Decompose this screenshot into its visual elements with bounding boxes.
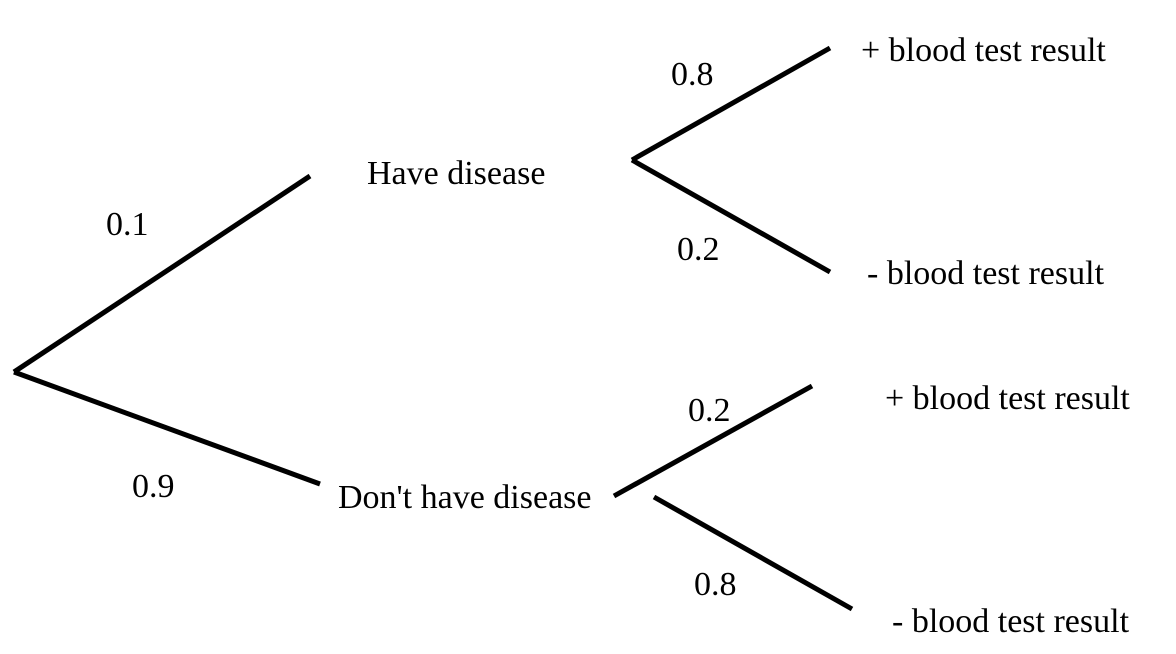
have-disease-positive-probability: 0.8 xyxy=(671,56,714,93)
dont-have-disease-positive-probability: 0.2 xyxy=(688,392,731,429)
have-disease-label: Have disease xyxy=(367,155,545,192)
dont-have-disease-negative-probability: 0.8 xyxy=(694,566,737,603)
have-disease-positive-label: + blood test result xyxy=(861,32,1106,69)
dont-have-disease-positive-label: + blood test result xyxy=(885,380,1130,417)
dont-have-disease-negative-label: - blood test result xyxy=(892,603,1130,640)
branch-dont-have-disease-to-negative xyxy=(652,494,854,612)
dont-have-disease-probability: 0.9 xyxy=(132,468,175,505)
branch-have-disease-to-positive xyxy=(630,45,832,163)
have-disease-negative-probability: 0.2 xyxy=(677,231,720,268)
branch-dont-have-disease-to-positive xyxy=(612,383,814,499)
have-disease-negative-label: - blood test result xyxy=(867,255,1105,292)
have-disease-probability: 0.1 xyxy=(106,206,149,243)
branch-root-to-dont-have-disease xyxy=(13,369,321,487)
dont-have-disease-label: Don't have disease xyxy=(338,479,592,516)
branch-have-disease-to-negative xyxy=(630,157,832,275)
branch-root-to-have-disease xyxy=(12,173,312,375)
